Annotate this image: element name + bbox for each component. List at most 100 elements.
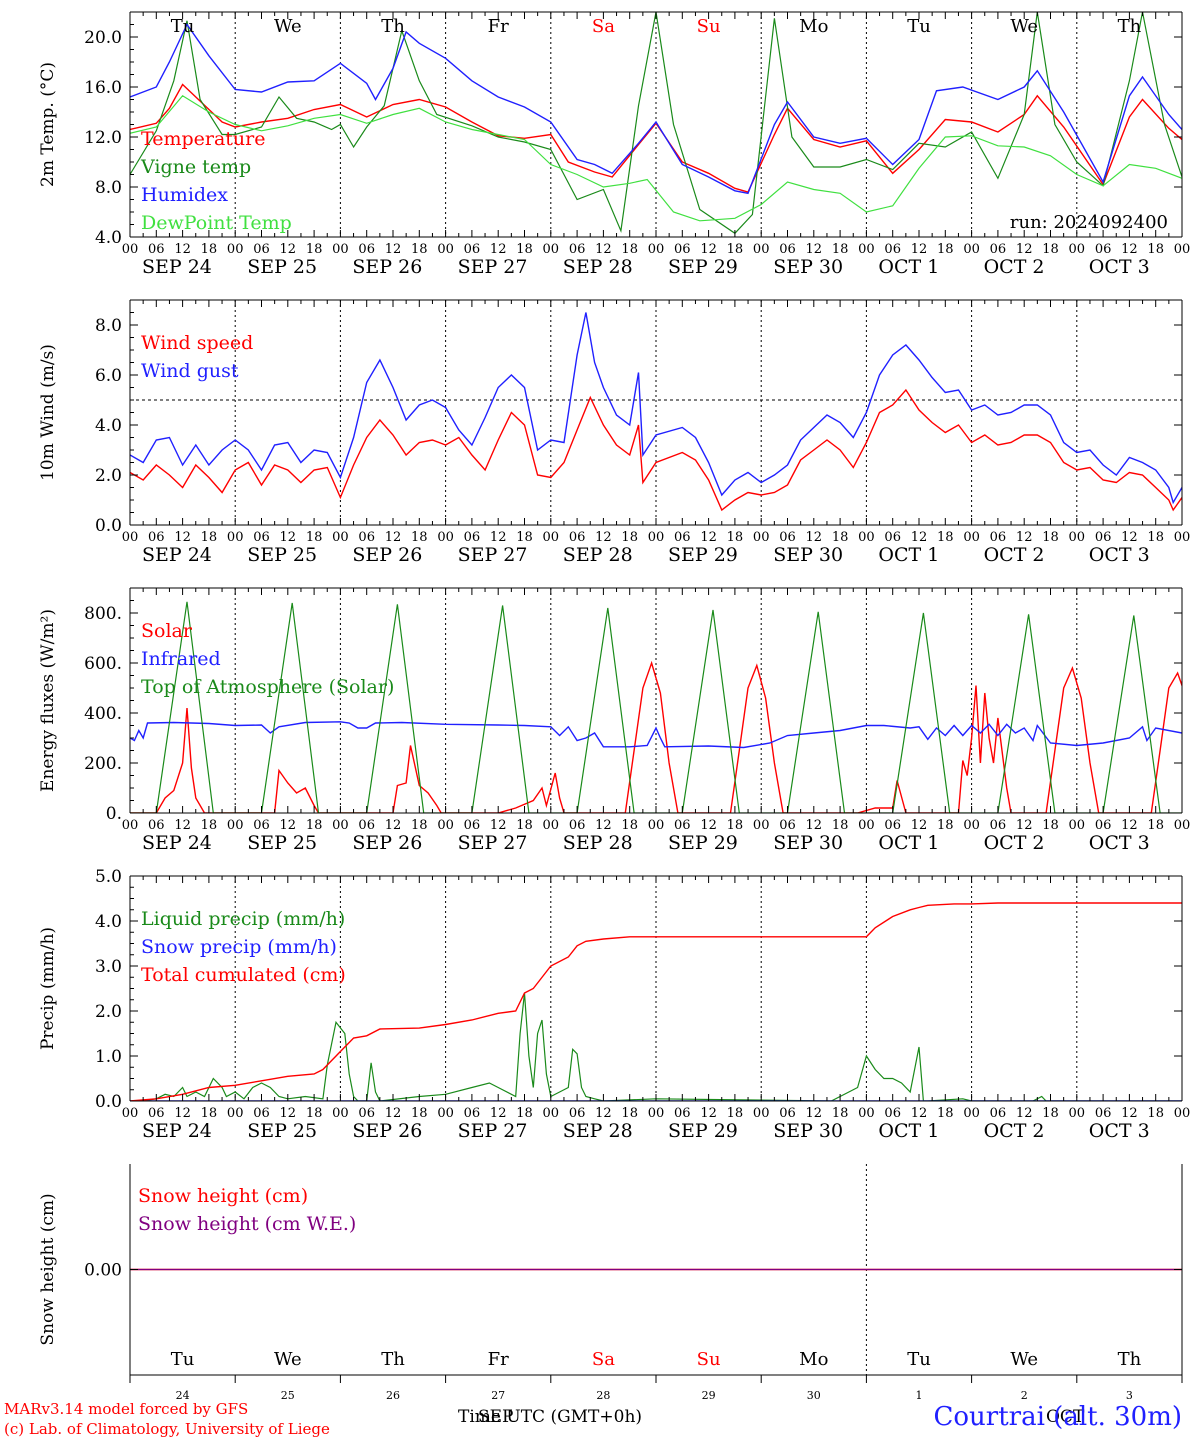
weekday-label: Tu [171, 16, 195, 37]
x-tick-label: 18 [621, 818, 638, 833]
x-tick-label: 00 [332, 242, 349, 257]
x-tick-label: 12 [490, 1106, 507, 1121]
x-tick-label: 18 [516, 1106, 533, 1121]
x-tick-label: 18 [516, 242, 533, 257]
x-tick-label: 00 [753, 1106, 770, 1121]
date-label: SEP 28 [563, 1120, 633, 1142]
weekday-label: Th [1118, 1349, 1142, 1370]
x-tick-label: 00 [122, 530, 139, 545]
x-tick-label: 18 [937, 242, 954, 257]
x-tick-label: 00 [122, 1106, 139, 1121]
x-tick-label: 12 [490, 242, 507, 257]
x-tick-label: 00 [1069, 242, 1086, 257]
x-tick-label: 12 [385, 530, 402, 545]
x-tick-label: 06 [569, 530, 586, 545]
date-label: SEP 29 [668, 1120, 738, 1142]
y-tick-label: 0.00 [84, 1261, 122, 1281]
day-number: 3 [1126, 1389, 1133, 1402]
x-tick-label: 18 [411, 530, 428, 545]
day-number: 30 [807, 1389, 821, 1402]
x-tick-label: 18 [201, 242, 218, 257]
x-tick-label: 06 [674, 1106, 691, 1121]
x-tick-label: 00 [332, 1106, 349, 1121]
x-tick-label: 00 [648, 818, 665, 833]
x-tick-label: 12 [700, 530, 717, 545]
y-tick-label: 12.0 [84, 128, 122, 148]
y-tick-label: 0.0 [95, 516, 122, 536]
x-tick-label: 12 [174, 242, 191, 257]
x-tick-label: 06 [253, 530, 270, 545]
x-tick-label: 00 [437, 818, 454, 833]
x-tick-label: 06 [884, 242, 901, 257]
y-tick-label: 4.0 [95, 912, 122, 932]
x-tick-label: 06 [148, 530, 165, 545]
x-tick-label: 00 [753, 530, 770, 545]
x-tick-label: 06 [569, 1106, 586, 1121]
x-tick-label: 12 [595, 242, 612, 257]
weekday-label: Fr [488, 16, 509, 37]
x-tick-label: 00 [543, 1106, 560, 1121]
x-tick-label: 06 [884, 530, 901, 545]
y-tick-label: 400. [84, 704, 122, 724]
x-tick-label: 06 [779, 530, 796, 545]
x-tick-label: 00 [227, 1106, 244, 1121]
credit-line-model: MARv3.14 model forced by GFS [4, 1400, 249, 1418]
x-tick-label: 12 [280, 242, 297, 257]
date-label: OCT 2 [984, 256, 1045, 278]
x-tick-label: 06 [464, 1106, 481, 1121]
x-tick-label: 12 [1121, 818, 1138, 833]
legend-entry: Vigne temp [140, 156, 251, 178]
x-tick-label: 12 [911, 530, 928, 545]
x-tick-label: 18 [1042, 1106, 1059, 1121]
y-tick-label: 16.0 [84, 78, 122, 98]
x-tick-label: 18 [832, 242, 849, 257]
x-tick-label: 12 [385, 242, 402, 257]
x-tick-label: 06 [990, 242, 1007, 257]
x-tick-label: 18 [1147, 1106, 1164, 1121]
legend-entry: Snow height (cm) [138, 1185, 308, 1207]
series-line [130, 721, 1182, 749]
date-label: OCT 3 [1089, 832, 1150, 854]
x-tick-label: 06 [990, 530, 1007, 545]
legend-entry: DewPoint Temp [141, 212, 292, 234]
x-tick-label: 12 [490, 530, 507, 545]
y-tick-label: 3.0 [95, 957, 122, 977]
x-tick-label: 00 [963, 1106, 980, 1121]
x-tick-label: 18 [1042, 242, 1059, 257]
x-tick-label: 00 [437, 242, 454, 257]
y-tick-label: 20.0 [84, 28, 122, 48]
panel-4: 00 06 12 18 00 06 12 18 00 06 12 18 00 06 12 18 00 06 12 18… [38, 867, 1190, 1142]
date-label: SEP 26 [352, 832, 422, 854]
series-line [130, 12, 1182, 235]
x-tick-label: 18 [1147, 530, 1164, 545]
credit-line-lab: (c) Lab. of Climatology, University of L… [4, 1420, 330, 1438]
y-axis-label: Precip (mm/h) [38, 927, 58, 1050]
x-tick-label: 06 [779, 242, 796, 257]
y-axis-label: 2m Temp. (°C) [38, 62, 58, 187]
date-label: SEP 30 [773, 544, 843, 566]
date-label: SEP 25 [247, 256, 317, 278]
date-label: OCT 1 [878, 256, 939, 278]
x-tick-label: 12 [700, 1106, 717, 1121]
x-tick-label: 00 [648, 530, 665, 545]
x-tick-label: 00 [1174, 530, 1191, 545]
x-tick-label: 12 [385, 818, 402, 833]
legend-entry: Wind speed [141, 332, 253, 354]
y-tick-label: 0. [106, 804, 122, 824]
legend-entry: Snow height (cm W.E.) [138, 1213, 356, 1235]
day-number: 1 [916, 1389, 923, 1402]
date-label: SEP 28 [563, 544, 633, 566]
y-tick-label: 4.0 [95, 228, 122, 248]
x-tick-label: 06 [253, 1106, 270, 1121]
y-tick-label: 0.0 [95, 1092, 122, 1112]
x-tick-label: 00 [1069, 530, 1086, 545]
date-label: SEP 26 [352, 544, 422, 566]
x-tick-label: 06 [148, 1106, 165, 1121]
date-label: SEP 24 [142, 544, 212, 566]
x-tick-label: 00 [227, 818, 244, 833]
x-tick-label: 00 [963, 818, 980, 833]
x-tick-label: 06 [358, 530, 375, 545]
weekday-label: Fr [488, 1349, 509, 1370]
panel-5: Tu We Th Fr Sa Su Mo Tu We Th 24 25 26 27 28 29 30 1 2 3 0.0… [38, 1164, 1183, 1402]
